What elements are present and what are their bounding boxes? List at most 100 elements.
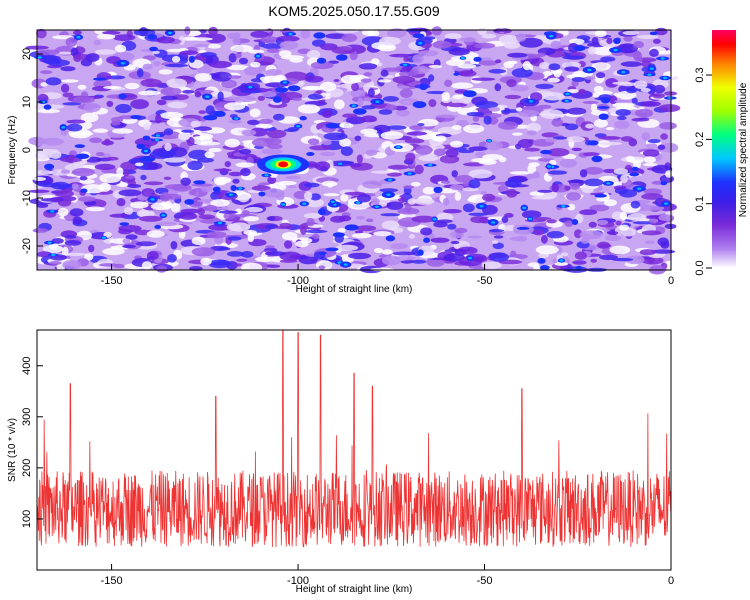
heatmap-cell [436,219,453,223]
heatmap-cell [446,102,468,108]
heatmap-cell [154,138,159,142]
heatmap-cell [370,58,380,66]
heatmap-cell [267,143,283,149]
heatmap-cell [374,205,379,208]
heatmap-cell [130,115,142,120]
heatmap-cell [118,225,142,232]
heatmap-cell [420,227,433,236]
heatmap-cell [567,203,576,211]
heatmap-cell [657,144,666,150]
heatmap-cell [614,99,632,103]
heatmap-cell [49,150,62,159]
heatmap-cell [402,185,415,189]
heatmap-cell [645,143,658,148]
heatmap-cell [234,117,239,120]
heatmap-cell [280,55,305,60]
heatmap-cell [204,33,226,44]
heatmap-cell [494,83,502,92]
heatmap-cell [163,157,187,163]
heatmap-cell [481,261,502,269]
heatmap-cell [332,232,345,238]
heatmap-cell [232,178,240,184]
heatmap-cell [232,36,241,45]
heatmap-cell [511,68,533,78]
heatmap-cell [200,257,212,266]
heatmap-cell [360,78,372,83]
heatmap-cell [180,208,202,214]
heatmap-cell [643,163,658,167]
heatmap-cell [193,130,202,134]
heatmap-cell [370,170,394,174]
spectrogram-y-axis-label: Frequency (Hz) [7,116,18,185]
heatmap-cell [37,182,62,188]
heatmap-cell [668,96,673,100]
heatmap-cell [547,148,570,157]
heatmap-cell [541,92,565,101]
heatmap-cell [658,104,681,113]
heatmap-cell [380,69,389,77]
heatmap-cell [537,258,546,264]
heatmap-cell [264,251,287,256]
heatmap-cell [584,178,604,187]
heatmap-cell [190,120,201,128]
heatmap-cell [640,101,661,107]
heatmap-cell [572,260,587,265]
heatmap-cell [279,259,298,263]
heatmap-cell [643,156,656,164]
heatmap-cell [146,230,165,238]
heatmap-cell [208,60,232,69]
heatmap-cell [134,162,144,167]
heatmap-cell [72,216,83,225]
heatmap-cell [472,115,480,122]
heatmap-cell [606,182,611,185]
heatmap-cell [240,251,254,258]
heatmap-cell [594,29,607,38]
heatmap-cell [50,210,55,213]
heatmap-cell [588,46,596,55]
heatmap-cell [356,154,363,164]
heatmap-cell [267,216,276,221]
heatmap-cell [236,258,248,262]
heatmap-cell [433,148,446,157]
heatmap-cell [338,162,343,165]
heatmap-cell [539,265,550,271]
heatmap-cell [457,246,478,255]
heatmap-cell [561,205,566,208]
heatmap-cell [77,84,87,90]
heatmap-cell [255,123,273,129]
heatmap-cell [306,49,321,60]
heatmap-cell [157,148,176,158]
heatmap-cell [454,175,474,183]
heatmap-cell [284,240,293,249]
heatmap-cell [361,105,376,110]
heatmap-cell [65,252,87,256]
heatmap-cell [531,195,555,200]
heatmap-cell [553,69,561,78]
heatmap-cell [348,252,371,260]
heatmap-cell [408,234,416,239]
heatmap-cell [537,189,553,193]
heatmap-cell [310,61,334,70]
heatmap-cell [235,52,242,59]
heatmap-cell [378,109,393,115]
heatmap-cell [435,114,459,119]
heatmap-cell [596,72,606,79]
heatmap-cell [170,202,181,213]
heatmap-cell [64,240,82,246]
heatmap-cell [492,242,504,250]
spectrogram-y-ticks: -20 -10 0 10 20 [21,48,43,254]
heatmap-cell [320,151,336,157]
heatmap-cell [167,253,177,263]
heatmap-cell [635,108,654,118]
heatmap-cell [333,79,340,82]
heatmap-cell [509,171,531,175]
heatmap-cell [380,131,404,140]
heatmap-cell [605,234,622,242]
heatmap-cell [120,62,125,65]
heatmap-cell [533,217,552,220]
heatmap-cell [505,179,522,188]
heatmap-cell [66,123,83,132]
heatmap-cell [411,259,427,264]
heatmap-cell [380,213,401,217]
y-tick-label: 200 [21,459,33,477]
